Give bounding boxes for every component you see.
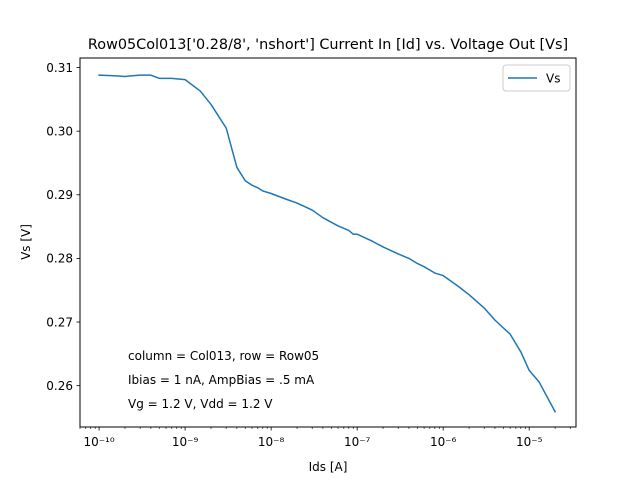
annotation-line-3: Vg = 1.2 V, Vdd = 1.2 V (128, 397, 273, 411)
x-axis-label: Ids [A] (309, 460, 348, 474)
y-tick-label: 0.31 (46, 61, 73, 75)
y-tick-label: 0.26 (46, 379, 73, 393)
y-tick-label: 0.29 (46, 188, 73, 202)
series-line-vs (98, 74, 557, 413)
series-layer (98, 74, 557, 413)
legend: Vs (502, 64, 571, 92)
chart-title: Row05Col013['0.28/8', 'nshort'] Current … (88, 37, 568, 53)
plot-frame (79, 57, 577, 428)
annotations: column = Col013, row = Row05 Ibias = 1 n… (128, 349, 319, 411)
legend-label-vs: Vs (546, 72, 560, 86)
y-tick-label: 0.30 (46, 124, 73, 138)
x-tick-label: 10⁻⁶ (430, 435, 457, 449)
y-tick-label: 0.28 (46, 252, 73, 266)
annotation-line-2: Ibias = 1 nA, AmpBias = .5 mA (128, 373, 315, 387)
x-tick-label: 10⁻⁵ (516, 435, 543, 449)
x-tick-label: 10⁻⁸ (258, 435, 285, 449)
x-tick-label: 10⁻⁷ (344, 435, 371, 449)
x-axis: 10⁻¹⁰ 10⁻⁹ 10⁻⁸ 10⁻⁷ 10⁻⁶ 10⁻⁵ (79, 427, 571, 449)
y-axis: 0.26 0.27 0.28 0.29 0.30 0.31 (46, 61, 80, 393)
annotation-line-1: column = Col013, row = Row05 (128, 349, 319, 363)
x-tick-label: 10⁻⁹ (172, 435, 199, 449)
plot-area (79, 57, 577, 428)
y-tick-label: 0.27 (46, 315, 73, 329)
y-axis-label: Vs [V] (19, 224, 33, 260)
x-tick-label: 10⁻¹⁰ (83, 435, 114, 449)
